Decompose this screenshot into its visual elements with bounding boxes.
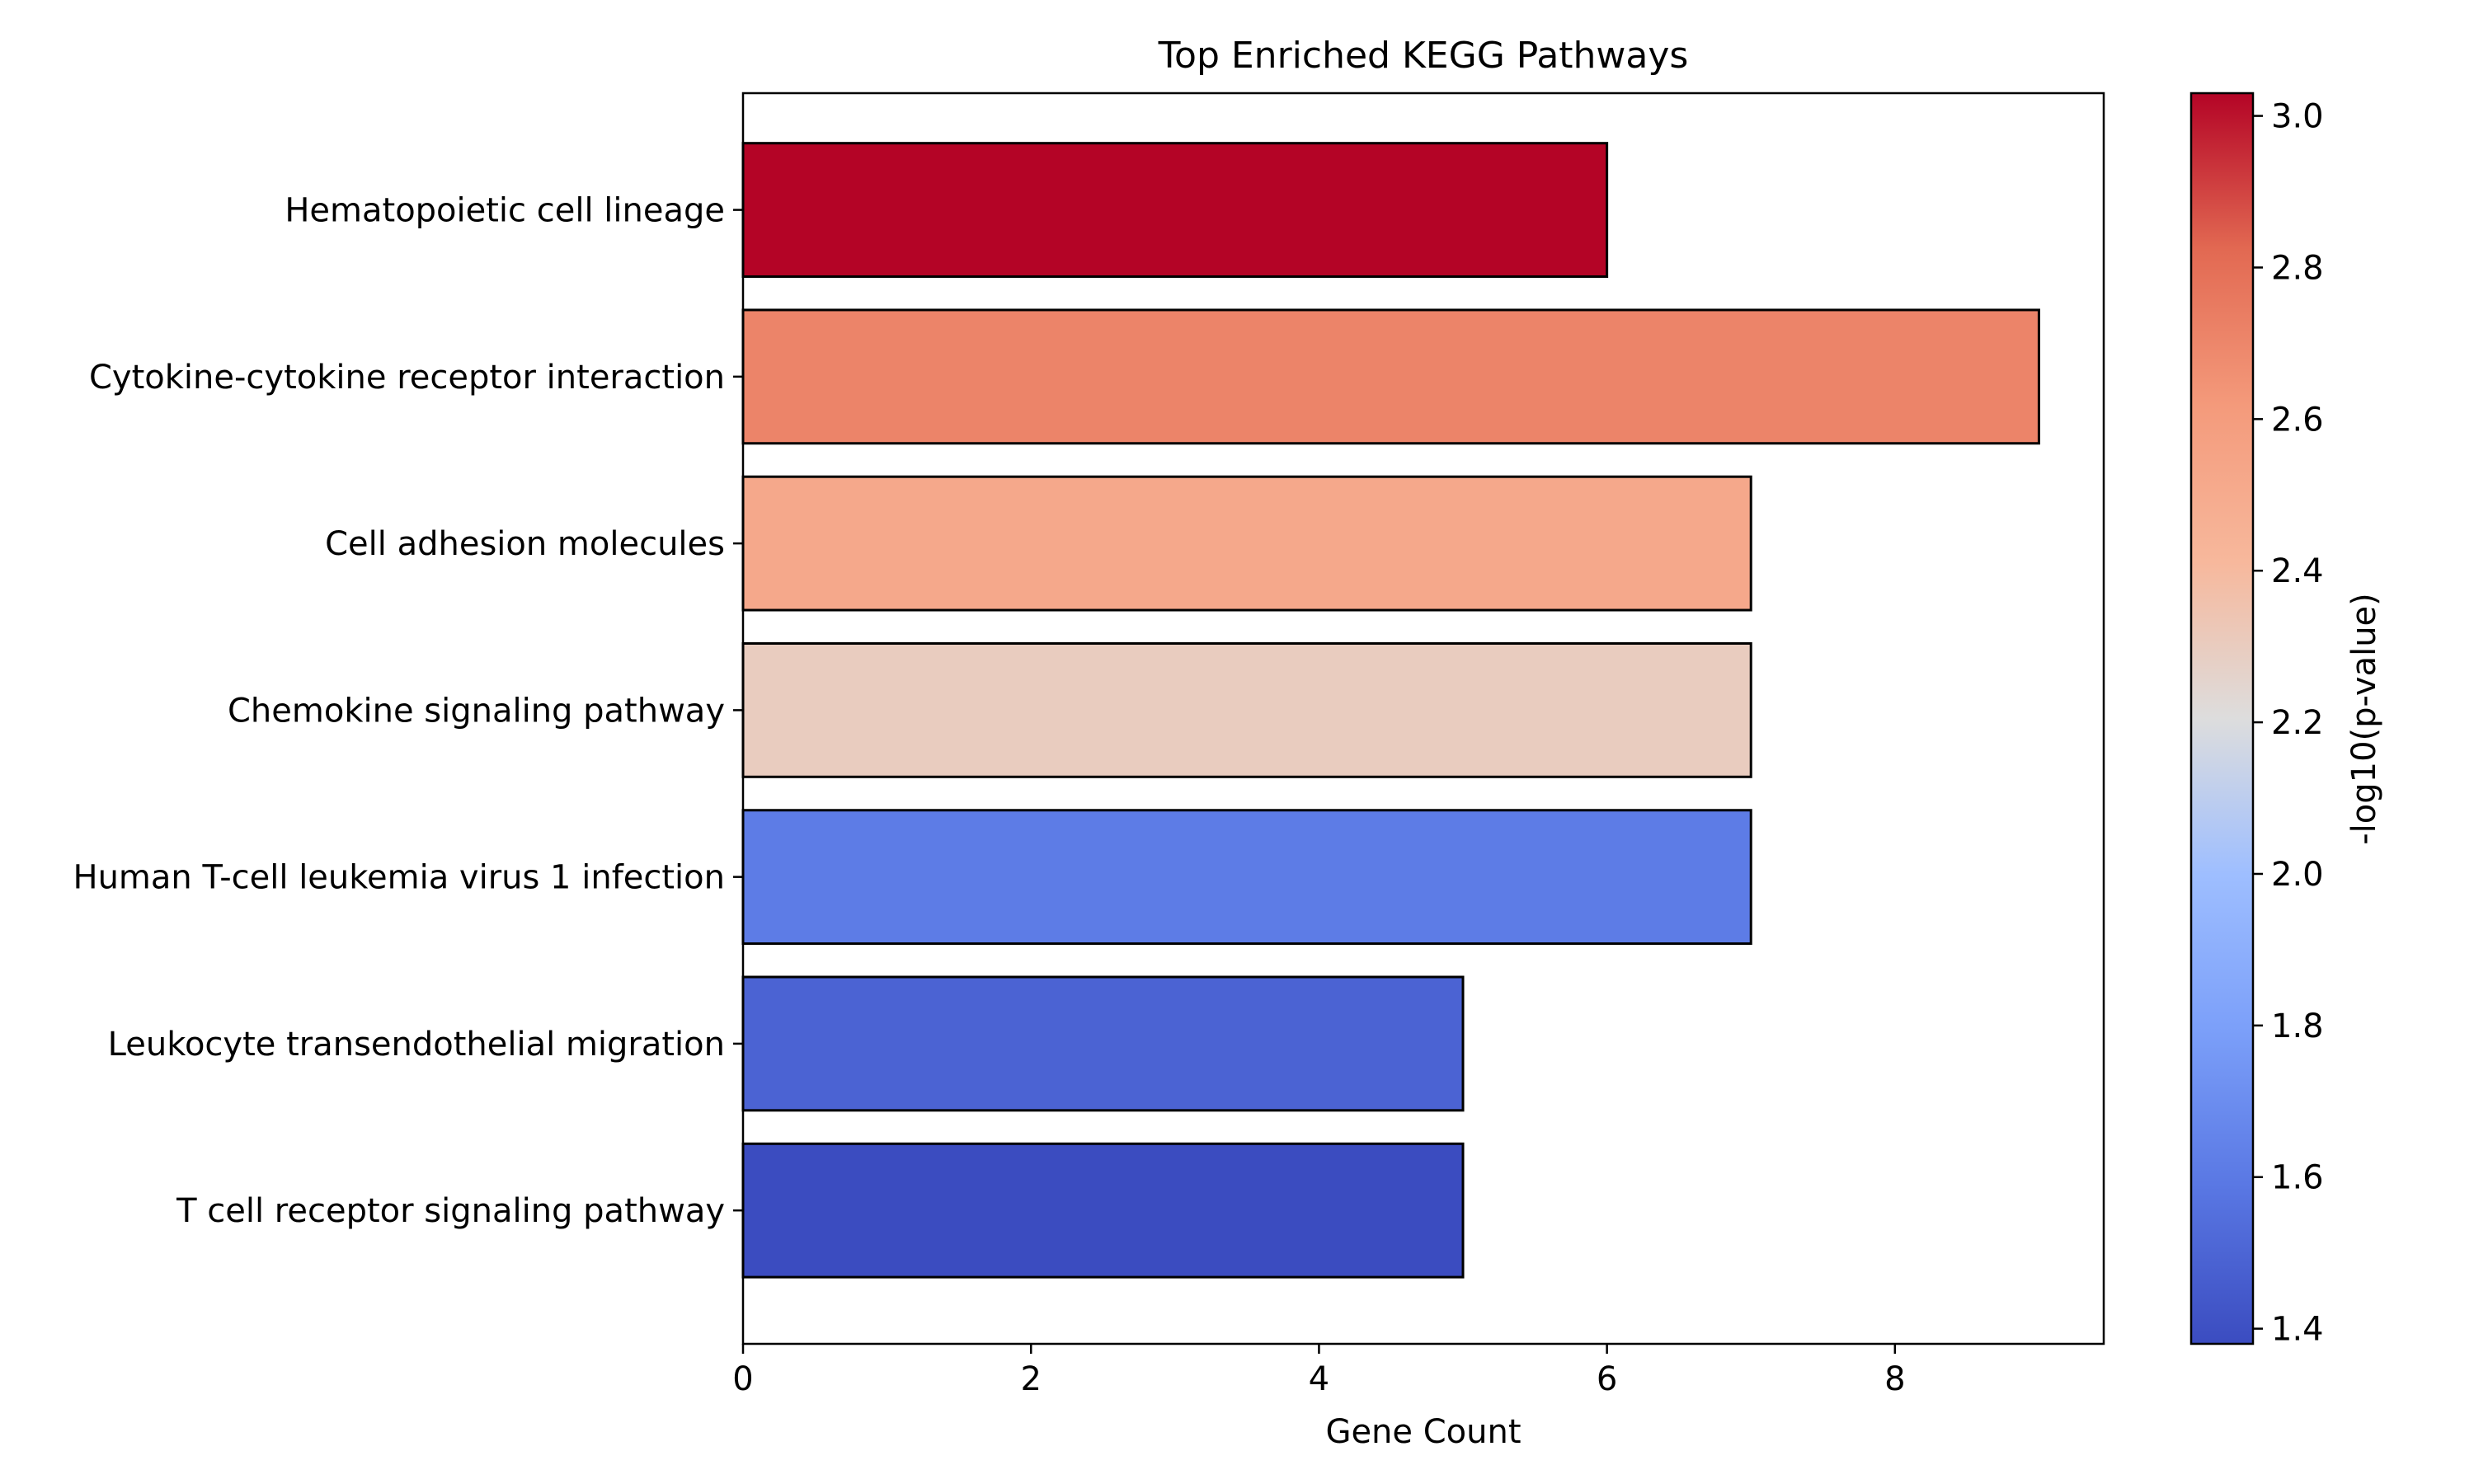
bar [741, 142, 1609, 278]
plot-frame [741, 92, 2105, 1345]
bar [741, 1142, 1465, 1279]
bar [741, 809, 1752, 946]
colorbar-tick-label: 1.4 [2271, 1311, 2324, 1349]
colorbar-tick-label: 2.8 [2271, 249, 2324, 287]
colorbar-tick-label: 2.0 [2271, 856, 2324, 894]
x-axis: 0 2 4 6 8 [732, 1344, 1906, 1398]
colorbar-tick-label: 1.8 [2271, 1007, 2324, 1045]
chart-title: Top Enriched KEGG Pathways [1158, 35, 1689, 77]
colorbar-ticks: 1.4 1.6 1.8 2.0 2.2 2.4 2.6 2.8 3.0 [2253, 98, 2324, 1349]
bar [741, 308, 2040, 445]
bar [741, 975, 1465, 1112]
x-tick-label: 4 [1309, 1360, 1329, 1398]
y-tick-label: T cell receptor signaling pathway [176, 1192, 725, 1230]
colorbar-gradient [2189, 92, 2255, 1345]
y-tick-label: Hematopoietic cell lineage [285, 192, 725, 230]
colorbar-tick-label: 2.6 [2271, 401, 2324, 439]
colorbar-tick-label: 2.2 [2271, 704, 2324, 742]
y-axis: Hematopoietic cell lineage Cytokine-cytok… [73, 192, 743, 1230]
x-tick-label: 0 [732, 1360, 753, 1398]
y-tick-label: Cell adhesion molecules [325, 525, 725, 563]
y-tick-label: Leukocyte transendothelial migration [108, 1026, 725, 1064]
bar [741, 641, 1752, 778]
x-tick-label: 2 [1020, 1360, 1041, 1398]
y-tick-label: Chemokine signaling pathway [228, 692, 725, 730]
y-tick-label: Human T-cell leukemia virus 1 infection [73, 859, 725, 897]
x-axis-label: Gene Count [1325, 1413, 1521, 1451]
colorbar-label: -log10(p-value) [2345, 593, 2383, 845]
colorbar-tick-label: 3.0 [2271, 98, 2324, 136]
bar [741, 475, 1752, 612]
x-tick-label: 6 [1597, 1360, 1617, 1398]
y-tick-label: Cytokine-cytokine receptor interaction [89, 359, 725, 397]
x-tick-label: 8 [1884, 1360, 1905, 1398]
colorbar-tick-label: 1.6 [2271, 1159, 2324, 1197]
colorbar-tick-label: 2.4 [2271, 552, 2324, 590]
colorbar: 1.4 1.6 1.8 2.0 2.2 2.4 2.6 2.8 3.0 -log10(p-val… [2189, 92, 2383, 1349]
bars-layer [741, 142, 2040, 1279]
